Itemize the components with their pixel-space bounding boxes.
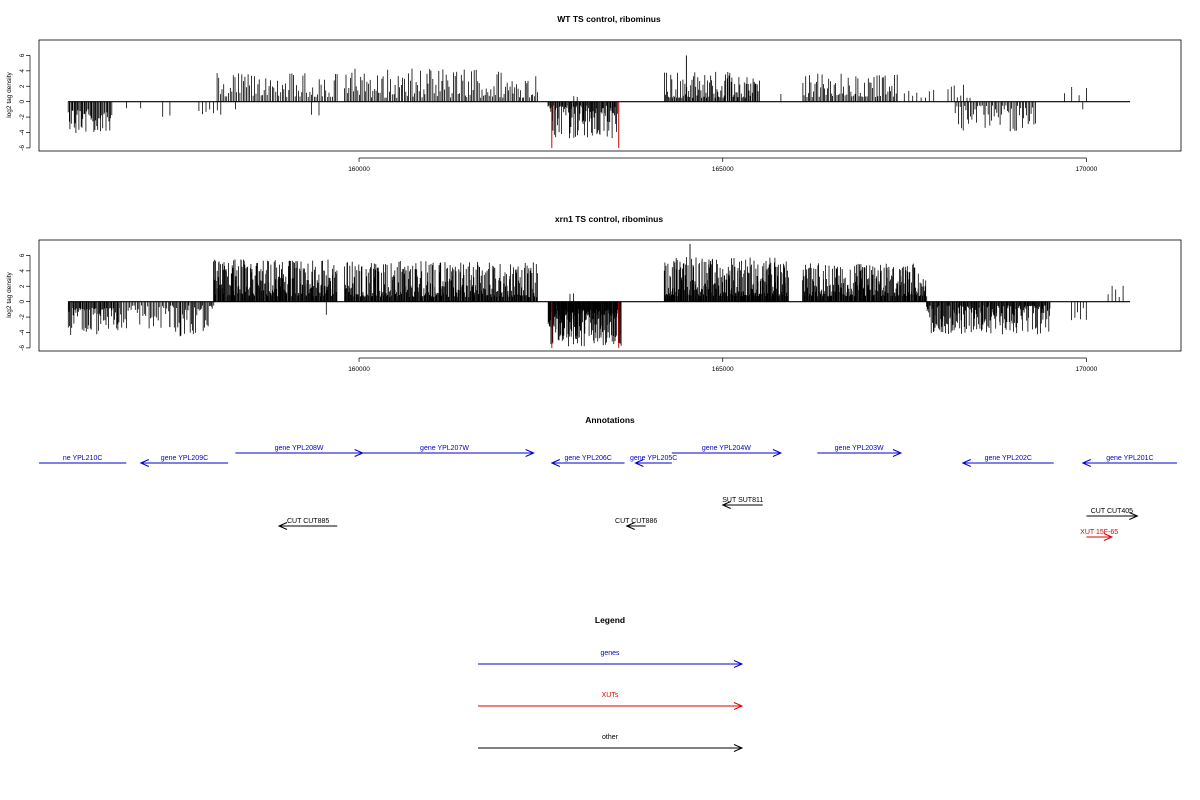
feature-label: XUT 15F-65: [1080, 529, 1118, 536]
arrow-right-icon: [733, 744, 744, 752]
feature-label: gene YPL207W: [420, 445, 469, 452]
xrn1-y-axis: -6 -4 -2 0 2 4 6: [19, 253, 31, 351]
y-tick-label: -6: [19, 145, 26, 151]
feature-label: gene YPL203W: [835, 445, 884, 452]
y-tick-label: -6: [19, 345, 26, 351]
y-tick-label: -4: [19, 129, 26, 135]
y-tick-label: -4: [19, 329, 26, 335]
x-tick-label: 165000: [712, 166, 734, 173]
arrow-left-icon: [625, 522, 635, 530]
wt-panel: WT TS control, ribominus log2 tag densit…: [6, 14, 1182, 173]
xrn1-panel-title: xrn1 TS control, ribominus: [555, 214, 663, 224]
annotations-track: Annotations ne YPL210C gene YPL209C gene Y…: [39, 415, 1177, 541]
y-tick-label: -2: [19, 114, 26, 120]
feature-label: CUT CUT886: [615, 518, 657, 525]
legend-label: genes: [600, 650, 620, 657]
xrn1-bars: [67, 243, 1131, 348]
x-tick-label: 170000: [1076, 366, 1098, 373]
xrn1-plot-frame: [38, 239, 1182, 352]
feature-label: gene YPL209C: [161, 455, 208, 462]
arrow-left-icon: [1081, 459, 1092, 467]
xrn1-panel: xrn1 TS control, ribominus log2 tag dens…: [6, 214, 1182, 373]
y-tick-label: 6: [19, 53, 26, 57]
y-tick-label: 0: [19, 99, 26, 103]
arrow-right-icon: [892, 449, 903, 457]
wt-panel-title: WT TS control, ribominus: [557, 14, 661, 24]
x-tick-label: 160000: [348, 166, 370, 173]
legend-label: XUTs: [602, 692, 619, 699]
legend: Legend genes XUTs other: [478, 615, 744, 752]
wt-bars: [67, 55, 1131, 148]
wt-y-axis-label: log2 tag density: [6, 71, 13, 117]
wt-x-axis: 160000 165000 170000: [348, 157, 1098, 173]
arrow-right-icon: [733, 702, 744, 710]
feature-label: gene YPL208W: [275, 445, 324, 452]
arrow-right-icon: [733, 660, 744, 668]
y-tick-label: 0: [19, 299, 26, 303]
feature-label: gene YPL205C: [630, 455, 677, 462]
xrn1-y-axis-label: log2 tag density: [6, 271, 13, 317]
annotations-title: Annotations: [585, 415, 635, 425]
arrow-left-icon: [139, 459, 150, 467]
y-tick-label: -2: [19, 314, 26, 320]
arrow-left-icon: [721, 501, 731, 509]
feature-label: CUT CUT405: [1091, 508, 1133, 515]
arrow-left-icon: [634, 459, 644, 467]
y-tick-label: 2: [19, 284, 26, 288]
x-tick-label: 160000: [348, 366, 370, 373]
arrow-right-icon: [525, 449, 535, 457]
x-tick-label: 165000: [712, 366, 734, 373]
feature-label: CUT CUT885: [287, 518, 329, 525]
arrow-left-icon: [550, 459, 561, 467]
feature-label: gene YPL206C: [564, 455, 611, 462]
legend-label: other: [602, 734, 619, 741]
y-tick-label: 6: [19, 253, 26, 257]
y-tick-label: 4: [19, 269, 26, 273]
y-tick-label: 2: [19, 84, 26, 88]
y-tick-label: 4: [19, 69, 26, 73]
feature-label: gene YPL204W: [702, 445, 751, 452]
xrn1-x-axis: 160000 165000 170000: [348, 357, 1098, 373]
legend-entries: genes XUTs other: [478, 650, 744, 752]
feature-label: ne YPL210C: [63, 455, 103, 462]
wt-plot-frame: [38, 39, 1182, 152]
arrow-left-icon: [277, 522, 288, 530]
feature-label: SUT SUT811: [722, 497, 763, 504]
arrow-left-icon: [961, 459, 971, 467]
wt-y-axis: -6 -4 -2 0 2 4 6: [19, 53, 31, 151]
legend-title: Legend: [595, 615, 625, 625]
feature-label: gene YPL201C: [1106, 455, 1153, 462]
x-tick-label: 170000: [1076, 166, 1098, 173]
feature-label: gene YPL202C: [985, 455, 1032, 462]
annotation-features: ne YPL210C gene YPL209C gene YPL208W gene Y…: [39, 445, 1177, 541]
arrow-right-icon: [772, 449, 783, 457]
arrow-right-icon: [1129, 512, 1139, 520]
arrow-right-icon: [1103, 533, 1114, 541]
